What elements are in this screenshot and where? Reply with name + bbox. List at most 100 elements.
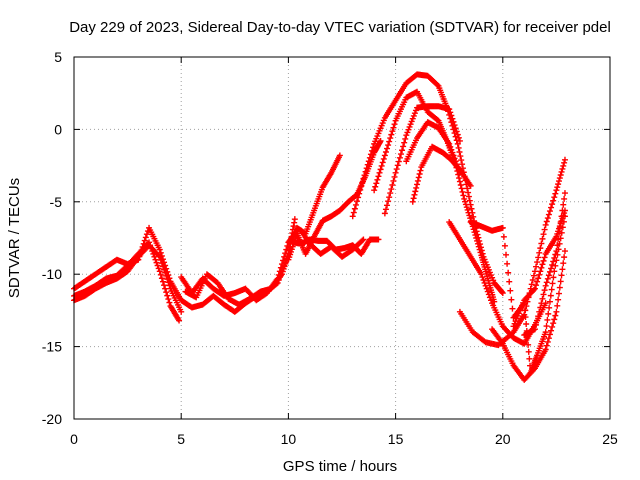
data-point — [507, 287, 514, 294]
data-point — [541, 287, 548, 294]
data-point — [404, 129, 411, 136]
data-point — [544, 215, 551, 222]
y-tick-label: -15 — [42, 339, 62, 355]
data-point — [465, 193, 472, 200]
data-point — [479, 274, 486, 281]
data-point — [448, 146, 455, 153]
data-point — [546, 298, 553, 305]
x-tick-label: 15 — [388, 431, 404, 447]
data-point — [382, 148, 389, 155]
data-point — [476, 246, 483, 253]
data-point — [544, 275, 551, 282]
data-point — [178, 308, 185, 315]
data-point — [561, 254, 568, 261]
data-point — [551, 254, 558, 261]
data-point — [166, 299, 173, 306]
data-point — [156, 268, 163, 275]
data-point — [543, 342, 550, 349]
data-point — [536, 308, 543, 315]
data-point — [156, 253, 163, 260]
data-point — [546, 208, 553, 215]
data-point — [546, 331, 553, 338]
data-point — [549, 201, 556, 208]
data-point — [414, 177, 421, 184]
data-point — [376, 169, 383, 176]
data-point — [412, 188, 419, 195]
data-point — [554, 302, 561, 309]
data-point — [550, 197, 557, 204]
data-point — [356, 190, 363, 197]
data-point — [402, 135, 409, 142]
data-point — [504, 260, 511, 267]
data-point — [157, 271, 164, 278]
data-point — [556, 175, 563, 182]
data-point — [450, 152, 457, 159]
data-point — [498, 289, 505, 296]
data-point — [380, 155, 387, 162]
data-point — [451, 122, 458, 129]
grid-lines — [74, 57, 610, 419]
data-point — [389, 128, 396, 135]
data-point — [560, 201, 567, 208]
data-point — [545, 335, 552, 342]
data-point — [384, 145, 391, 152]
data-point — [158, 275, 165, 282]
data-point — [466, 212, 473, 219]
data-point — [555, 181, 562, 188]
data-point — [165, 296, 172, 303]
data-point — [556, 224, 563, 231]
y-axis-label: SDTVAR / TECUs — [6, 178, 23, 298]
data-point — [447, 109, 454, 116]
data-point — [162, 285, 169, 292]
data-point — [365, 158, 372, 165]
data-point — [396, 154, 403, 161]
data-point — [374, 176, 381, 183]
data-point — [475, 243, 482, 250]
data-point — [543, 279, 550, 286]
data-point — [548, 286, 555, 293]
data-point — [467, 182, 474, 189]
data-point — [151, 253, 158, 260]
data-point — [499, 290, 506, 297]
data-point — [382, 206, 389, 213]
data-point — [407, 121, 414, 128]
data-point — [470, 226, 477, 233]
data-point — [537, 268, 544, 275]
data-point — [458, 185, 465, 192]
data-point — [159, 263, 166, 270]
data-point — [488, 297, 495, 304]
data-point — [509, 305, 516, 312]
data-point — [465, 209, 472, 216]
data-point — [544, 338, 551, 345]
data-point — [456, 148, 463, 155]
data-point — [533, 263, 540, 270]
data-point — [400, 143, 407, 150]
data-point — [552, 251, 559, 258]
data-point — [549, 280, 556, 287]
data-point — [387, 135, 394, 142]
data-point — [508, 296, 515, 303]
data-point — [393, 166, 400, 173]
y-tick-label: -10 — [42, 266, 62, 282]
data-point — [155, 265, 162, 272]
data-point — [531, 268, 538, 275]
data-point — [551, 194, 558, 201]
data-point — [176, 317, 183, 324]
y-tick-label: 5 — [54, 49, 62, 65]
data-point — [411, 191, 418, 198]
data-point — [485, 291, 492, 298]
data-point — [555, 296, 562, 303]
data-point — [388, 186, 395, 193]
data-point — [536, 271, 543, 278]
data-point — [354, 198, 361, 205]
data-point — [369, 147, 376, 154]
data-point — [154, 262, 161, 269]
data-point — [535, 275, 542, 282]
data-point — [446, 140, 453, 147]
data-point — [539, 295, 546, 302]
data-point — [552, 312, 559, 319]
data-point — [538, 240, 545, 247]
data-point — [540, 231, 547, 238]
data-point — [391, 121, 398, 128]
